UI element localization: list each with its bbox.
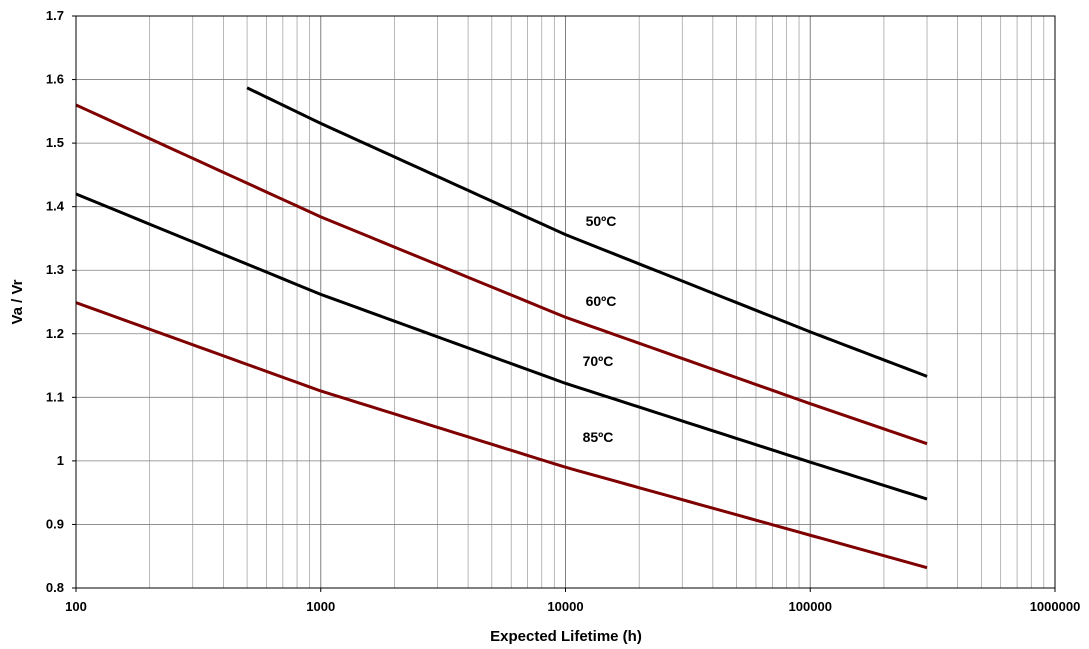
x-tick-label: 1000 — [306, 599, 335, 614]
series-labels: 50ºC 60ºC 70ºC 85ºC — [583, 213, 617, 445]
x-tick-label: 1000000 — [1030, 599, 1081, 614]
series-line-3 — [75, 192, 928, 501]
y-tick-label: 1.3 — [46, 262, 64, 277]
series-label-3: 70ºC — [583, 353, 614, 369]
y-axis-title: Va / Vr — [9, 279, 26, 324]
y-tick-label: 0.9 — [46, 516, 64, 531]
series-lines — [75, 86, 928, 570]
y-tick-label: 1.4 — [46, 199, 65, 214]
series-line-2 — [75, 103, 928, 446]
x-tick-label: 10000 — [547, 599, 583, 614]
x-tick-label: 100 — [65, 599, 87, 614]
y-tick-label: 1.7 — [46, 8, 64, 23]
x-tick-label: 100000 — [789, 599, 832, 614]
x-axis-title: Expected Lifetime (h) — [490, 628, 642, 645]
y-tick-label: 1 — [57, 453, 64, 468]
y-tick-label: 0.8 — [46, 580, 64, 595]
series-line-1 — [246, 86, 928, 378]
major-gridlines — [76, 16, 1055, 588]
series-line-4 — [75, 301, 928, 570]
x-axis-tick-labels: 100 1000 10000 100000 1000000 — [65, 588, 1080, 614]
series-label-2: 60ºC — [586, 293, 617, 309]
y-tick-label: 1.6 — [46, 72, 64, 87]
y-tick-label: 1.1 — [46, 389, 64, 404]
y-tick-label: 1.2 — [46, 326, 64, 341]
series-label-1: 50ºC — [586, 213, 617, 229]
y-axis-tick-labels: 0.8 0.9 1 1.1 1.2 1.3 1.4 1.5 1.6 1.7 — [46, 8, 76, 595]
series-label-4: 85ºC — [583, 429, 614, 445]
y-tick-label: 1.5 — [46, 135, 64, 150]
